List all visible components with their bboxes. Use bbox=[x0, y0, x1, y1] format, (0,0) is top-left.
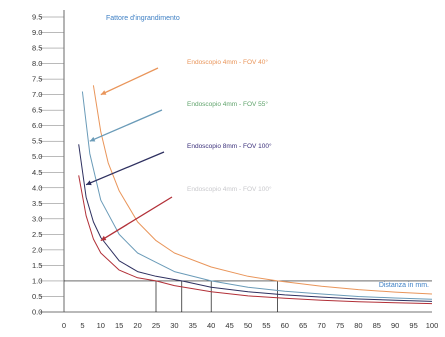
x-tick-label: 80 bbox=[354, 321, 362, 330]
annotation-label-4: Endoscopio 4mm - FOV 100° bbox=[187, 185, 272, 193]
annotation-arrow-4 bbox=[100, 196, 173, 242]
annotation-arrow-1 bbox=[100, 67, 159, 96]
x-tick-label: 75 bbox=[336, 321, 344, 330]
x-tick-labels: 0 5 10 15 20 25 30 35 40 45 50 55 60 65 70 75 80 85 90 95 10… bbox=[62, 321, 438, 330]
series-lines bbox=[78, 85, 433, 305]
x-tick-label: 35 bbox=[189, 321, 197, 330]
y-tick-label: 2.0 bbox=[32, 245, 42, 254]
y-tick-label: 6.5 bbox=[32, 106, 42, 115]
y-tick-label: 7.0 bbox=[32, 90, 42, 99]
annotation-arrowhead-4 bbox=[100, 235, 107, 241]
y-tick-label: 3.5 bbox=[32, 199, 42, 208]
annotation-arrowhead-1 bbox=[100, 90, 107, 95]
series-line-4 bbox=[78, 175, 433, 305]
x-tick-label: 50 bbox=[244, 321, 252, 330]
y-tick-label: 9.0 bbox=[32, 28, 42, 37]
y-tick-label: 1.0 bbox=[32, 276, 42, 285]
x-tick-label: 85 bbox=[373, 321, 381, 330]
y-tick-label: 2.5 bbox=[32, 230, 42, 239]
x-axis-title: Distanza in mm. bbox=[379, 282, 429, 289]
x-tick-label: 70 bbox=[317, 321, 325, 330]
x-tick-label: 0 bbox=[62, 321, 66, 330]
annotation-label-1: Endoscopio 4mm - FOV 40° bbox=[187, 58, 268, 66]
y-tick-label: 0.5 bbox=[32, 292, 42, 301]
x-tick-label: 60 bbox=[281, 321, 289, 330]
y-tick-label: 8.0 bbox=[32, 59, 42, 68]
annotations: Endoscopio 4mm - FOV 40° Endoscopio 4mm -… bbox=[85, 58, 272, 242]
y-tick-label: 7.5 bbox=[32, 75, 42, 84]
annotation-label-2: Endoscopio 4mm - FOV 55° bbox=[187, 100, 268, 108]
x-tick-label: 90 bbox=[391, 321, 399, 330]
y-axis-title: Fattore d'ingrandimento bbox=[106, 15, 180, 22]
x-tick-label: 55 bbox=[262, 321, 270, 330]
x-tick-label: 95 bbox=[409, 321, 417, 330]
y-tick-label: 3.0 bbox=[32, 214, 42, 223]
x-tick-label: 10 bbox=[97, 321, 105, 330]
annotation-arrow-3 bbox=[85, 151, 165, 186]
x-tick-label: 40 bbox=[207, 321, 215, 330]
y-tick-label: 5.0 bbox=[32, 152, 42, 161]
annotation-arrowhead-2 bbox=[89, 136, 96, 142]
annotation-arrow-2 bbox=[89, 109, 163, 142]
x-tick-label: 30 bbox=[170, 321, 178, 330]
y-tick-label: 4.0 bbox=[32, 183, 42, 192]
x-tick-label: 45 bbox=[225, 321, 233, 330]
reference-lines bbox=[64, 280, 432, 312]
x-tick-label: 15 bbox=[115, 321, 123, 330]
x-tick-label: 25 bbox=[152, 321, 160, 330]
series-line-2 bbox=[81, 91, 433, 300]
y-tick-label: 5.5 bbox=[32, 137, 42, 146]
x-tick-label: 100 bbox=[426, 321, 439, 330]
y-tick-labels: 0.0 0.5 1.0 1.5 2.0 2.5 3.0 3.5 4.0 4.5 5.0 5.5 6.0 6… bbox=[32, 13, 64, 317]
series-line-3 bbox=[78, 144, 433, 302]
x-tick-label: 65 bbox=[299, 321, 307, 330]
y-tick-label: 8.5 bbox=[32, 44, 42, 53]
annotation-arrowhead-3 bbox=[86, 180, 92, 186]
y-tick-label: 9.5 bbox=[32, 13, 42, 22]
y-tick-label: 4.5 bbox=[32, 168, 42, 177]
x-tick-label: 5 bbox=[80, 321, 84, 330]
y-tick-label: 0.0 bbox=[32, 308, 42, 317]
series-line-1 bbox=[92, 85, 433, 295]
y-tick-label: 6.0 bbox=[32, 121, 42, 130]
x-tick-label: 20 bbox=[133, 321, 141, 330]
y-tick-label: 1.5 bbox=[32, 261, 42, 270]
axes bbox=[40, 10, 432, 313]
annotation-label-3: Endoscopio 8mm - FOV 100° bbox=[187, 142, 272, 150]
